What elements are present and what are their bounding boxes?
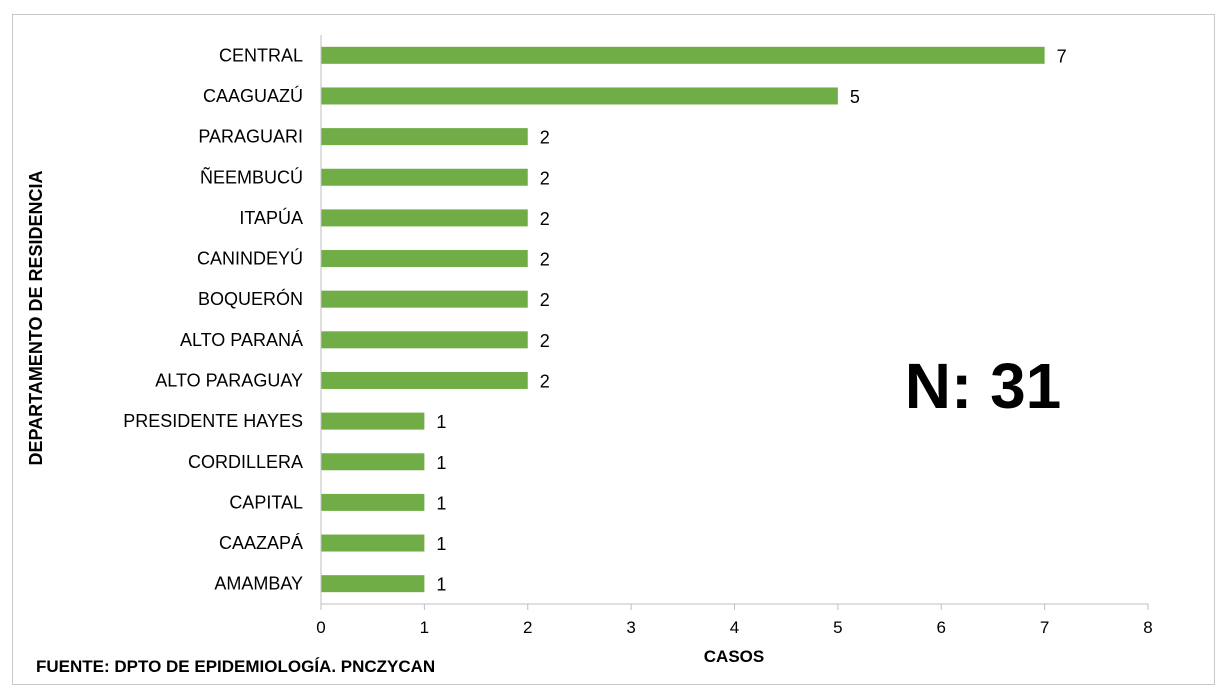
category-label: ALTO PARAGUAY bbox=[155, 370, 303, 390]
bar bbox=[321, 534, 425, 552]
category-label: CAAGUAZÚ bbox=[203, 85, 303, 106]
category-label: CENTRAL bbox=[219, 45, 303, 65]
x-tick-label: 3 bbox=[626, 618, 635, 637]
bars-group bbox=[321, 46, 1045, 593]
bar bbox=[321, 412, 425, 430]
y-axis-title: DEPARTAMENTO DE RESIDENCIA bbox=[26, 170, 46, 465]
data-label: 2 bbox=[540, 331, 550, 351]
x-tick-label: 5 bbox=[833, 618, 842, 637]
data-label: 1 bbox=[436, 493, 446, 513]
category-labels-group: CENTRAL CAAGUAZÚ PARAGUARI ÑEEMBUCÚ ITAPÚA CA… bbox=[123, 45, 303, 593]
bar bbox=[321, 371, 528, 389]
bar bbox=[321, 290, 528, 308]
x-tick-label: 4 bbox=[730, 618, 739, 637]
bar bbox=[321, 46, 1045, 64]
x-tick-label: 2 bbox=[523, 618, 532, 637]
bar bbox=[321, 250, 528, 268]
category-label: CAAZAPÁ bbox=[219, 533, 303, 553]
category-label: ALTO PARANÁ bbox=[180, 330, 303, 350]
chart-frame bbox=[12, 14, 1215, 685]
category-label: PRESIDENTE HAYES bbox=[123, 411, 303, 431]
x-tick-label: 7 bbox=[1040, 618, 1049, 637]
category-label: BOQUERÓN bbox=[198, 288, 303, 309]
x-tick-label: 6 bbox=[937, 618, 946, 637]
bar bbox=[321, 453, 425, 471]
x-axis-title: CASOS bbox=[704, 647, 764, 666]
category-label: ITAPÚA bbox=[239, 207, 303, 228]
bar bbox=[321, 87, 838, 105]
bar bbox=[321, 331, 528, 349]
data-label: 2 bbox=[540, 371, 550, 391]
data-label: 1 bbox=[436, 412, 446, 432]
source-note: FUENTE: DPTO DE EPIDEMIOLOGÍA. PNCZYCAN bbox=[36, 657, 435, 676]
bar bbox=[321, 575, 425, 593]
bar bbox=[321, 128, 528, 146]
data-label: 7 bbox=[1057, 46, 1067, 66]
data-label: 2 bbox=[540, 128, 550, 148]
category-label: CORDILLERA bbox=[188, 452, 303, 472]
total-count-annotation: N: 31 bbox=[905, 350, 1062, 422]
bar bbox=[321, 168, 528, 186]
data-label: 5 bbox=[850, 87, 860, 107]
data-label: 1 bbox=[436, 575, 446, 595]
data-label: 2 bbox=[540, 168, 550, 188]
data-label: 2 bbox=[540, 209, 550, 229]
category-label: AMAMBAY bbox=[214, 574, 303, 594]
x-tick-label: 0 bbox=[316, 618, 325, 637]
x-tick-label: 8 bbox=[1143, 618, 1152, 637]
category-label: PARAGUARI bbox=[198, 127, 303, 147]
category-label: CAPITAL bbox=[229, 492, 303, 512]
value-labels-group: 7 5 2 2 2 2 2 2 2 1 1 1 1 1 bbox=[436, 46, 1066, 594]
data-label: 2 bbox=[540, 250, 550, 270]
data-label: 2 bbox=[540, 290, 550, 310]
x-axis: 0 1 2 3 4 5 6 7 8 bbox=[316, 35, 1153, 637]
bar bbox=[321, 209, 528, 227]
bar bbox=[321, 493, 425, 511]
data-label: 1 bbox=[436, 453, 446, 473]
data-label: 1 bbox=[436, 534, 446, 554]
x-tick-label: 1 bbox=[420, 618, 429, 637]
category-label: CANINDEYÚ bbox=[197, 248, 303, 269]
category-label: ÑEEMBUCÚ bbox=[200, 166, 303, 187]
